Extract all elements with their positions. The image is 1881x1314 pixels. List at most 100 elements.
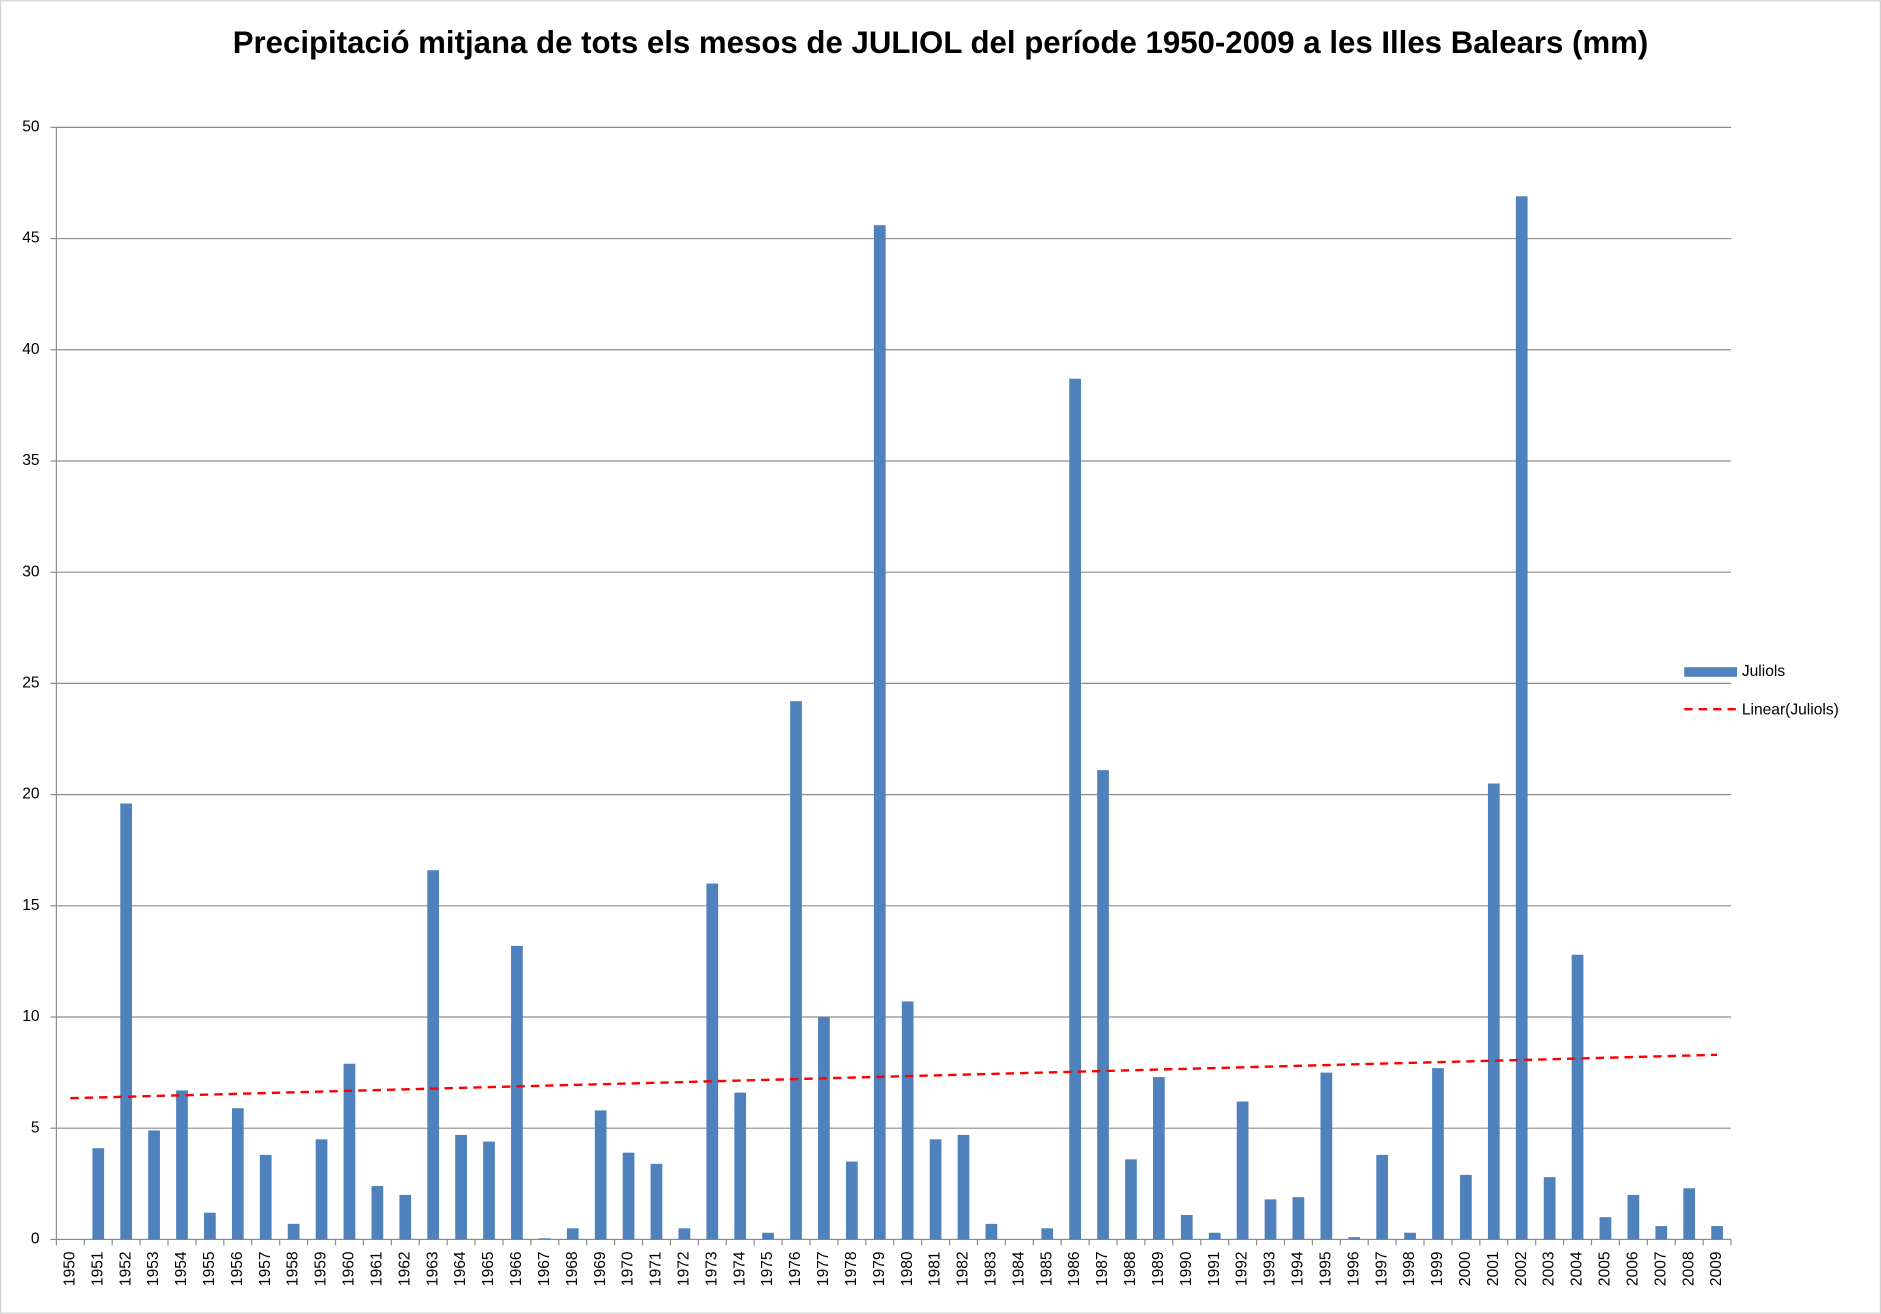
x-tick-label: 2000: [1457, 1251, 1474, 1286]
bar: [511, 945, 523, 1240]
bar: [1292, 1197, 1305, 1240]
x-tick-label: 1950: [61, 1251, 78, 1286]
bar: [1599, 1217, 1612, 1240]
bar: [483, 1141, 495, 1240]
x-tick-label: 1968: [564, 1251, 581, 1286]
x-tick-label: 1986: [1066, 1251, 1083, 1286]
x-tick-label: 1995: [1317, 1251, 1334, 1286]
x-tick-label: 1999: [1429, 1251, 1446, 1286]
x-tick-label: 1996: [1345, 1251, 1362, 1286]
x-tick-label: 2002: [1513, 1251, 1530, 1286]
x-tick-label: 2004: [1569, 1251, 1586, 1286]
x-tick-label: 1976: [787, 1251, 804, 1286]
x-tick-label: 1978: [843, 1251, 860, 1286]
x-tick-label: 1981: [927, 1251, 944, 1286]
legend-label: Juliols: [1742, 663, 1785, 680]
bar: [762, 1232, 774, 1240]
x-tick-label: 1980: [899, 1251, 916, 1286]
x-tick-label: 1953: [145, 1251, 162, 1286]
bar: [873, 225, 886, 1240]
bar: [399, 1194, 412, 1240]
bar: [790, 701, 802, 1240]
trendline: [70, 1053, 1718, 1100]
bar: [1376, 1154, 1389, 1240]
chart-title: Precipitació mitjana de tots els mesos d…: [233, 25, 1649, 60]
bar: [1543, 1177, 1556, 1240]
bar: [259, 1154, 272, 1240]
x-tick-label: 1957: [257, 1251, 274, 1286]
bar: [678, 1228, 691, 1240]
x-tick-label: 1977: [815, 1251, 832, 1286]
bar: [427, 870, 440, 1240]
x-tick-label: 1990: [1178, 1251, 1195, 1286]
bar: [650, 1163, 663, 1240]
y-tick-label: 50: [22, 118, 40, 135]
x-tick-label: 1958: [285, 1251, 302, 1286]
bar: [1264, 1199, 1277, 1240]
x-tick-label: 2009: [1708, 1251, 1725, 1286]
x-tick-label: 2006: [1624, 1251, 1641, 1286]
bar: [1571, 954, 1584, 1240]
bar: [204, 1212, 216, 1240]
x-tick-label: 1970: [620, 1251, 637, 1286]
x-tick-label: 1974: [731, 1251, 748, 1286]
x-tick-label: 2003: [1541, 1251, 1558, 1286]
bar: [343, 1063, 356, 1240]
x-tick-label: 1967: [536, 1251, 553, 1286]
bar: [1125, 1159, 1137, 1240]
x-tick-label: 1959: [313, 1251, 330, 1286]
bar: [120, 803, 133, 1240]
x-tick-label: 1998: [1401, 1251, 1418, 1286]
x-tick-label: 1993: [1262, 1251, 1279, 1286]
bar: [1153, 1077, 1165, 1240]
y-tick-label: 30: [22, 563, 40, 580]
bar: [1627, 1194, 1640, 1240]
x-tick-label: 1954: [173, 1251, 190, 1286]
bar: [566, 1228, 579, 1240]
x-tick-label: 2001: [1485, 1251, 1502, 1286]
bar: [845, 1161, 858, 1240]
bar: [901, 1001, 914, 1240]
x-tick-label: 1966: [508, 1251, 525, 1286]
bar: [1180, 1214, 1193, 1240]
bar: [1208, 1232, 1221, 1240]
bar: [706, 883, 719, 1240]
x-tick-label: 1988: [1122, 1251, 1139, 1286]
x-tick-label: 1972: [676, 1251, 693, 1286]
bar: [594, 1110, 607, 1240]
x-tick-label: 1982: [955, 1251, 972, 1286]
bar: [1432, 1068, 1444, 1240]
x-tick-label: 1989: [1150, 1251, 1167, 1286]
bar: [1404, 1232, 1416, 1240]
legend-label: Linear(Juliols): [1742, 702, 1839, 719]
y-tick-label: 0: [31, 1231, 40, 1248]
x-tick-label: 1973: [703, 1251, 720, 1286]
y-tick-label: 35: [22, 452, 40, 469]
bar: [371, 1186, 384, 1240]
bar: [1320, 1072, 1333, 1240]
bar: [1236, 1101, 1249, 1240]
x-tick-label: 1994: [1290, 1251, 1307, 1286]
bar: [1041, 1228, 1054, 1240]
y-tick-label: 20: [22, 786, 40, 803]
x-tick-label: 1979: [871, 1251, 888, 1286]
bar: [1655, 1226, 1668, 1240]
bar: [734, 1092, 747, 1240]
x-tick-label: 1983: [983, 1251, 1000, 1286]
bar: [148, 1130, 160, 1240]
x-tick-label: 1997: [1373, 1251, 1390, 1286]
bar: [1460, 1174, 1472, 1240]
x-tick-label: 2007: [1652, 1251, 1669, 1286]
x-tick-label: 2005: [1597, 1251, 1614, 1286]
bar: [929, 1139, 942, 1240]
x-tick-label: 1961: [368, 1251, 385, 1286]
x-tick-label: 1992: [1234, 1251, 1251, 1286]
legend-swatch: [1684, 667, 1738, 677]
bar: [287, 1223, 300, 1240]
x-tick-label: 1971: [648, 1251, 665, 1286]
bar: [231, 1108, 244, 1240]
y-tick-label: 15: [22, 897, 40, 914]
x-tick-label: 1956: [229, 1251, 246, 1286]
x-tick-label: 1963: [424, 1251, 441, 1286]
